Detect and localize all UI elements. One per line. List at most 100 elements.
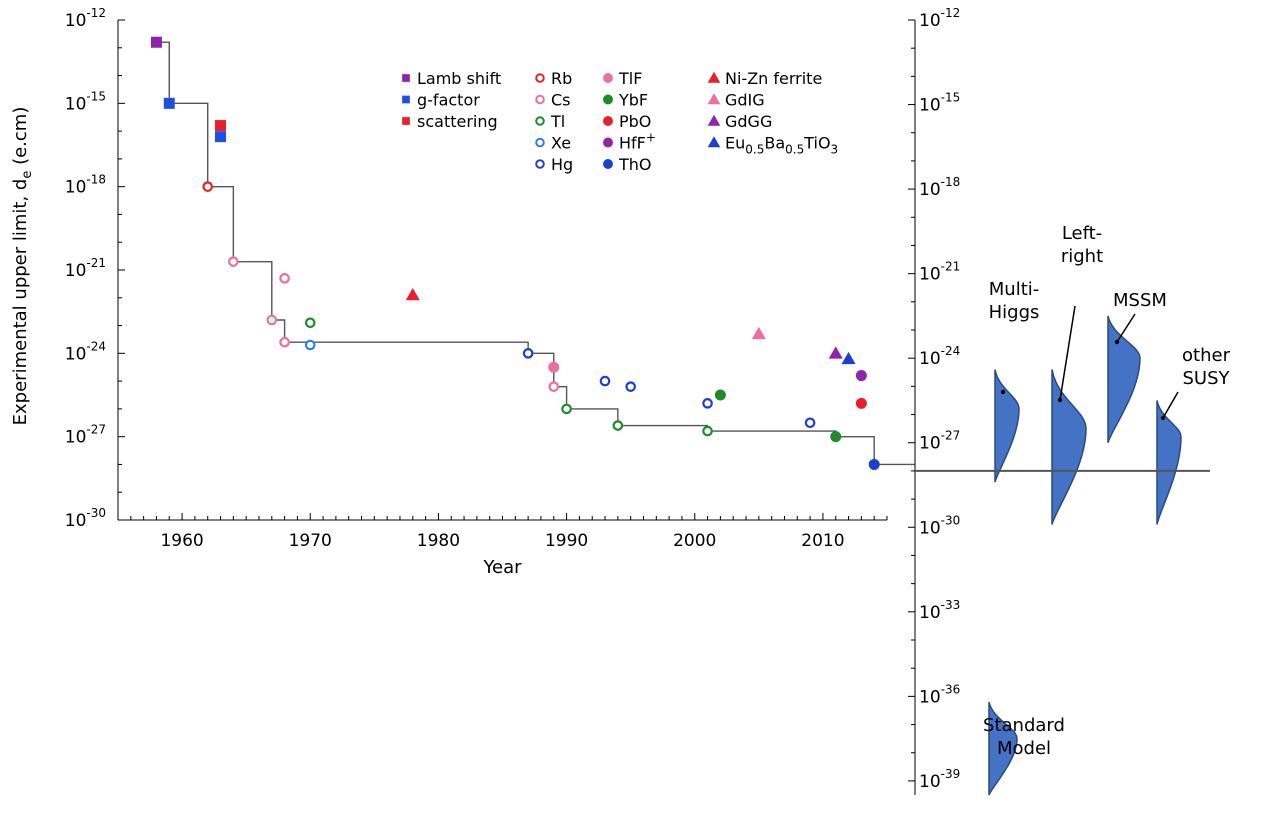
cs-point <box>279 273 290 284</box>
model-label-mssm: MSSM <box>1113 290 1167 311</box>
y-tick-label: 10-12 <box>65 6 106 31</box>
scattering-point <box>215 120 227 132</box>
legend-marker-cs <box>535 94 545 105</box>
hg-point <box>599 375 611 387</box>
tho-point <box>868 458 880 470</box>
legend-label-gdgg: GdGG <box>725 112 772 131</box>
right-tick-label: 10-36 <box>919 682 960 707</box>
model-pointer-othersusy <box>1162 391 1179 419</box>
model-label-left-right: Left-right <box>1061 223 1103 267</box>
right-axis: 10-12 10-15 10-18 10-21 10-24 10-27 10-30 10-33… <box>908 6 960 795</box>
right-tick-label: 10-24 <box>919 344 960 369</box>
tl-point <box>561 403 572 415</box>
y-tick-label: 10-15 <box>65 89 106 114</box>
hg-point <box>522 348 534 359</box>
tl-point <box>612 420 624 431</box>
legend-label-lamb-shift: Lamb shift <box>417 69 501 88</box>
legend-marker-pbo <box>603 116 613 126</box>
legend-label-g-factor: g-factor <box>417 91 480 110</box>
model-shape-standardmodel <box>988 701 1018 796</box>
legend-label-scattering: scattering <box>417 112 498 131</box>
data-markers <box>150 36 880 470</box>
model-predictions: Multi-Higgs Left-right MSSM other SUSY Standa… <box>915 223 1231 796</box>
model-shape-othersusy <box>1156 400 1182 525</box>
y-tick-label: 10-21 <box>65 256 106 281</box>
cs-point <box>266 314 278 326</box>
y-tick-label: 10-18 <box>65 173 106 198</box>
tlf-point <box>548 361 560 373</box>
tl-point <box>702 425 713 437</box>
legend-marker-hff <box>603 137 613 148</box>
model-label-standardmodel: Standard Model <box>983 715 1065 759</box>
limit-step-path <box>156 41 915 466</box>
right-tick-label: 10-33 <box>919 598 960 623</box>
legend-label-gdig: GdIG <box>725 91 765 110</box>
limit-step-line <box>156 41 915 466</box>
legend-marker-tl <box>535 116 545 126</box>
legend-marker-hg <box>535 159 545 169</box>
hg-point <box>702 398 713 409</box>
lamb-shift-point <box>150 36 162 48</box>
right-tick-label: 10-27 <box>919 429 960 454</box>
x-tick-label: 1960 <box>160 531 203 551</box>
hg-point <box>804 417 816 429</box>
legend-marker-scattering <box>402 117 410 125</box>
y-tick-label: 10-30 <box>65 506 106 531</box>
legend-label-xe: Xe <box>551 134 571 153</box>
legend-marker-eu-ba-tio3 <box>707 136 721 148</box>
g-factor-point <box>163 97 175 109</box>
legend-label-rb: Rb <box>551 69 572 88</box>
legend-marker-tho <box>603 159 613 169</box>
x-tick-label: 2010 <box>801 531 844 551</box>
model-label-multi-higgs: Multi-Higgs <box>989 279 1040 323</box>
legend-label-cs: Cs <box>551 91 571 110</box>
right-tick-label: 10-12 <box>919 6 960 31</box>
ybf-point <box>830 431 842 443</box>
xe-point <box>304 339 316 351</box>
legend-marker-xe <box>535 137 545 148</box>
gdig-point <box>751 326 766 340</box>
y-axis-title: Experimental upper limit, de (e.cm) <box>10 107 35 426</box>
cs-point <box>279 336 290 348</box>
g-factor-point <box>215 131 227 143</box>
hg-point <box>625 381 636 392</box>
legend-marker-ybf <box>603 94 613 105</box>
legend-marker-lamb-shift <box>402 74 410 82</box>
model-pointer-dot-mssm <box>1114 339 1120 345</box>
legend-marker-ni-zn-ferrite <box>707 71 721 83</box>
legend-label-ybf: YbF <box>618 91 648 110</box>
right-tick-label: 10-18 <box>919 175 960 200</box>
model-pointer-mssm <box>1116 313 1136 343</box>
x-tick-label: 2000 <box>673 531 716 551</box>
pbo-point <box>855 397 867 409</box>
main-axes: 10-12 10-15 10-18 10-21 10-24 10-27 10-30 1960 1… <box>65 6 888 551</box>
ni-zn-ferrite-point <box>405 288 420 301</box>
model-pointer-left-right <box>1059 305 1076 401</box>
rb-point <box>202 181 214 192</box>
legend-marker-gdgg <box>707 114 721 126</box>
cs-point <box>548 381 560 392</box>
legend-label-tl: Tl <box>550 112 565 131</box>
model-shape-mssm <box>1107 315 1141 443</box>
gdgg-point <box>828 346 843 359</box>
legend-label-pbo: PbO <box>619 112 651 131</box>
legend-marker-gdig <box>707 93 721 105</box>
model-pointer-dot-multi-higgs <box>1000 389 1006 395</box>
x-tick-label: 1980 <box>417 531 460 551</box>
legend: Lamb shift g-factor scattering Rb Cs Tl Xe Hg Tl… <box>402 69 838 174</box>
legend-label-tlf: TlF <box>618 69 642 88</box>
model-label-othersusy: other SUSY <box>1182 345 1231 389</box>
right-tick-label: 10-39 <box>919 767 960 792</box>
model-pointer-dot-left-right <box>1057 397 1063 403</box>
legend-label-hg: Hg <box>551 155 573 174</box>
legend-label-hff: HfF+ <box>619 131 656 153</box>
y-tick-label: 10-27 <box>65 423 106 448</box>
ybf-point <box>714 389 726 401</box>
x-axis-title: Year <box>482 557 522 578</box>
legend-label-tho: ThO <box>618 155 652 174</box>
x-tick-label: 1990 <box>545 531 588 551</box>
tl-point <box>304 317 316 329</box>
right-tick-label: 10-30 <box>919 513 960 538</box>
hff-point <box>855 370 867 382</box>
model-pointer-dot-othersusy <box>1160 415 1166 421</box>
